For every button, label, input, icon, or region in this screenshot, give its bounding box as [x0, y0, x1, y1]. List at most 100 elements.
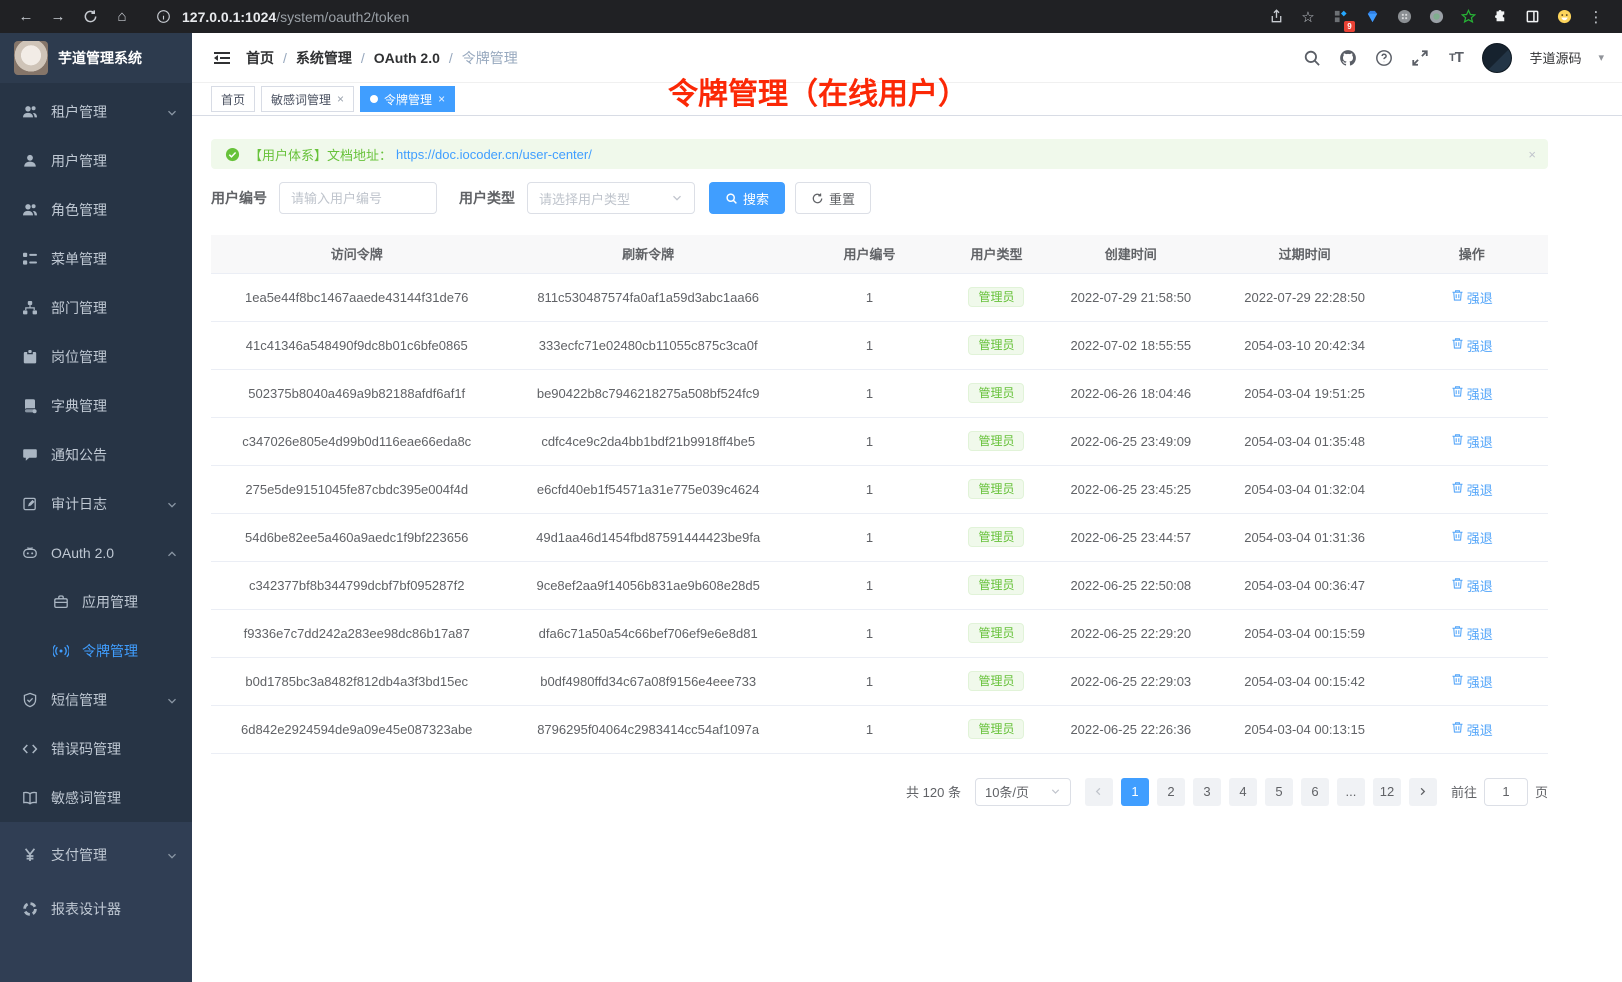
sidebar-item-oauth2-token[interactable]: 令牌管理 — [0, 626, 192, 675]
record-circle-icon[interactable] — [1425, 6, 1447, 28]
extension-badge-icon[interactable]: 9 — [1329, 6, 1355, 32]
home-icon[interactable]: ⌂ — [117, 8, 127, 25]
sidebar-item-tenant[interactable]: 租户管理 — [0, 87, 192, 136]
user-type-select[interactable]: 请选择用户类型 — [527, 182, 695, 214]
sidebar-item-pay[interactable]: 支付管理 — [0, 828, 192, 882]
sidebar-item-label: 岗位管理 — [51, 348, 107, 365]
next-page-button[interactable] — [1408, 777, 1437, 806]
back-icon[interactable]: ← — [18, 8, 34, 25]
doc-link[interactable]: https://doc.iocoder.cn/user-center/ — [396, 146, 592, 162]
info-icon[interactable] — [152, 6, 174, 28]
app-logo-bar[interactable]: 芋道管理系统 — [0, 33, 192, 83]
token-table: 访问令牌 刷新令牌 用户编号 用户类型 创建时间 过期时间 操作 1ea5e44… — [211, 235, 1548, 754]
close-icon[interactable]: × — [438, 92, 446, 106]
puzzle-icon[interactable] — [1489, 6, 1511, 28]
force-logout-button[interactable]: 强退 — [1451, 432, 1493, 451]
user-id-cell: 1 — [793, 369, 945, 418]
page-button-3[interactable]: 3 — [1192, 777, 1221, 806]
page-size-select[interactable]: 10条/页 — [974, 777, 1071, 806]
collapse-sidebar-icon[interactable] — [212, 48, 232, 68]
action-cell: 强退 — [1395, 561, 1548, 610]
role-icon — [21, 201, 39, 219]
force-logout-button[interactable]: 强退 — [1451, 288, 1493, 307]
sidebar-item-user[interactable]: 用户管理 — [0, 136, 192, 185]
user-id-cell: 1 — [793, 609, 945, 658]
chevron-down-icon — [673, 195, 681, 201]
help-icon[interactable] — [1374, 48, 1393, 67]
force-logout-button[interactable]: 强退 — [1451, 720, 1493, 739]
page-button-2[interactable]: 2 — [1156, 777, 1185, 806]
breadcrumb-system[interactable]: 系统管理 — [295, 49, 352, 66]
force-logout-button[interactable]: 强退 — [1451, 672, 1493, 691]
alert-close-icon[interactable]: × — [1528, 146, 1536, 162]
sidebar-item-audit[interactable]: 审计日志 — [0, 479, 192, 528]
prev-page-button[interactable] — [1084, 777, 1113, 806]
sidebar-item-sms[interactable]: 短信管理 — [0, 675, 192, 724]
chevron-down-icon[interactable]: ▾ — [1598, 52, 1604, 64]
sidebar-item-dept[interactable]: 部门管理 — [0, 283, 192, 332]
sidebar-item-label: 令牌管理 — [82, 642, 138, 659]
force-logout-button[interactable]: 强退 — [1451, 336, 1493, 355]
goto-page-input[interactable] — [1483, 777, 1528, 806]
breadcrumb-oauth[interactable]: OAuth 2.0 — [373, 49, 440, 66]
table-row: 54d6be82ee5a460a9aedc1f9bf223656 49d1aa46… — [211, 513, 1548, 562]
sidebar-item-sensitive[interactable]: 敏感词管理 — [0, 773, 192, 822]
page-button-12[interactable]: 12 — [1372, 777, 1401, 806]
reset-button[interactable]: 重置 — [795, 182, 872, 214]
page-button-4[interactable]: 4 — [1228, 777, 1257, 806]
address-bar[interactable]: 127.0.0.1:1024/system/oauth2/token — [152, 6, 1260, 28]
page-button-5[interactable]: 5 — [1264, 777, 1293, 806]
command-circle-icon[interactable] — [1393, 6, 1415, 28]
sidebar-item-label: 部门管理 — [51, 299, 107, 316]
sidebar-item-report[interactable]: 报表设计器 — [0, 882, 192, 936]
more-pages-button[interactable]: ... — [1336, 777, 1365, 806]
tab-token-management[interactable]: 令牌管理 × — [360, 86, 456, 112]
tab-sensitive-word[interactable]: 敏感词管理 × — [261, 86, 355, 112]
user-id-input[interactable] — [279, 182, 437, 214]
sidebar-item-errcode[interactable]: 错误码管理 — [0, 724, 192, 773]
force-logout-button[interactable]: 强退 — [1451, 576, 1493, 595]
force-logout-label: 强退 — [1466, 530, 1493, 546]
user-type-badge: 管理员 — [968, 575, 1025, 595]
fullscreen-icon[interactable] — [1410, 48, 1429, 67]
trash-icon — [1451, 721, 1464, 737]
force-logout-button[interactable]: 强退 — [1451, 384, 1493, 403]
active-dot-icon — [370, 95, 379, 103]
gem-icon[interactable] — [1361, 6, 1383, 28]
tab-home[interactable]: 首页 — [211, 86, 256, 112]
sidebar-item-label: 用户管理 — [51, 152, 107, 169]
main-area: 令牌管理（在线用户） 首页 / 系统管理 / OAuth 2.0 / 令牌管理 — [192, 33, 1622, 982]
sidebar-item-oauth2[interactable]: OAuth 2.0 — [0, 528, 192, 577]
action-cell: 强退 — [1395, 369, 1548, 418]
sidebar-item-oauth2-app[interactable]: 应用管理 — [0, 577, 192, 626]
force-logout-button[interactable]: 强退 — [1451, 624, 1493, 643]
page-button-6[interactable]: 6 — [1300, 777, 1329, 806]
forward-icon[interactable]: → — [50, 8, 66, 25]
username[interactable]: 芋道源码 — [1529, 51, 1582, 66]
github-icon[interactable] — [1338, 48, 1357, 67]
bookmark-star-icon[interactable]: ☆ — [1301, 8, 1315, 26]
force-logout-button[interactable]: 强退 — [1451, 480, 1493, 499]
chevron-down-icon — [166, 106, 178, 118]
close-icon[interactable]: × — [337, 92, 345, 106]
window-icon[interactable] — [1521, 6, 1543, 28]
green-star-icon[interactable] — [1457, 6, 1479, 28]
sidebar-item-post[interactable]: 岗位管理 — [0, 332, 192, 381]
sidebar-item-notice[interactable]: 通知公告 — [0, 430, 192, 479]
emoji-icon[interactable] — [1553, 6, 1575, 28]
sidebar-item-menu[interactable]: 菜单管理 — [0, 234, 192, 283]
sidebar-item-dict[interactable]: 字典管理 — [0, 381, 192, 430]
tenant-icon — [21, 103, 39, 121]
menu-dots-icon[interactable]: ⋮ — [1588, 8, 1604, 26]
expire-time-cell: 2022-07-29 22:28:50 — [1213, 273, 1396, 322]
avatar[interactable] — [1482, 42, 1513, 73]
search-icon[interactable] — [1302, 48, 1321, 67]
breadcrumb-home[interactable]: 首页 — [246, 49, 274, 66]
sidebar-item-role[interactable]: 角色管理 — [0, 185, 192, 234]
reload-icon[interactable] — [79, 6, 101, 28]
page-button-1[interactable]: 1 — [1120, 777, 1149, 806]
share-icon[interactable] — [1265, 6, 1287, 28]
search-button[interactable]: 搜索 — [709, 182, 786, 214]
force-logout-button[interactable]: 强退 — [1451, 528, 1493, 547]
